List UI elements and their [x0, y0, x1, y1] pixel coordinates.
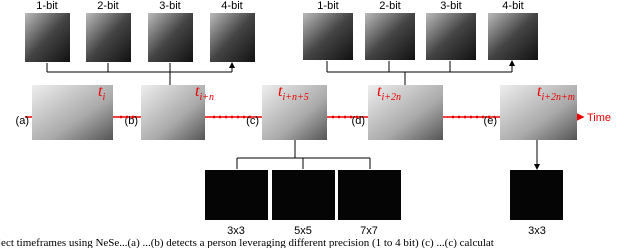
connector [237, 140, 370, 159]
arrow [236, 140, 537, 169]
time-label: ti+2n [377, 83, 401, 103]
time-label: ti+2n+m [537, 83, 575, 103]
precision-label: 1-bit [36, 0, 57, 12]
precision-image [210, 13, 255, 62]
frame-image [262, 85, 327, 140]
precision-image [25, 13, 70, 62]
time-symbol: t [195, 83, 200, 100]
precision-image [426, 13, 476, 60]
kernel-label: 5x5 [294, 225, 312, 237]
time-subscript: i [102, 92, 105, 103]
panel-label: (e) [484, 115, 497, 127]
kernel-label: 7x7 [360, 225, 378, 237]
time-subscript: i+n+5 [282, 92, 308, 103]
time-subscript: i+n [199, 92, 214, 103]
precision-image [148, 13, 193, 62]
panel-label: (c) [246, 115, 259, 127]
edge-image [205, 170, 268, 220]
panel-label: (d) [352, 115, 365, 127]
edge-image [338, 170, 401, 220]
time-symbol: t [278, 83, 283, 100]
precision-label: 1-bit [317, 0, 338, 12]
arrow [46, 63, 232, 72]
time-symbol: t [98, 83, 103, 100]
precision-label: 3-bit [159, 0, 180, 12]
frame-image [32, 85, 113, 140]
frame-image [368, 85, 443, 140]
connector [47, 71, 232, 86]
precision-label: 2-bit [379, 0, 400, 12]
edge-image [510, 170, 563, 220]
caption: ject timeframes using NeSe...(a) ...(b) … [0, 237, 494, 248]
edge-image [272, 170, 335, 220]
precision-image [365, 13, 415, 60]
time-label: ti [98, 83, 105, 103]
arrow [326, 61, 512, 72]
precision-label: 4-bit [221, 0, 242, 12]
precision-label: 3-bit [440, 0, 461, 12]
frame-image [141, 85, 205, 140]
precision-image [488, 13, 538, 60]
time-label: ti+n [195, 83, 214, 103]
time-subscript: i+2n+m [541, 92, 575, 103]
precision-image [303, 13, 353, 60]
time-subscript: i+2n [381, 92, 401, 103]
axis-label: Time [587, 112, 611, 124]
time-symbol: t [537, 83, 542, 100]
kernel-label: 3x3 [227, 225, 245, 237]
precision-label: 2-bit [97, 0, 118, 12]
connector [327, 71, 512, 86]
precision-image [86, 13, 131, 62]
time-symbol: t [377, 83, 382, 100]
panel-label: (a) [16, 115, 29, 127]
precision-label: 4-bit [502, 0, 523, 12]
time-label: ti+n+5 [278, 83, 309, 103]
frame-image [500, 85, 577, 140]
kernel-label: 3x3 [528, 225, 546, 237]
